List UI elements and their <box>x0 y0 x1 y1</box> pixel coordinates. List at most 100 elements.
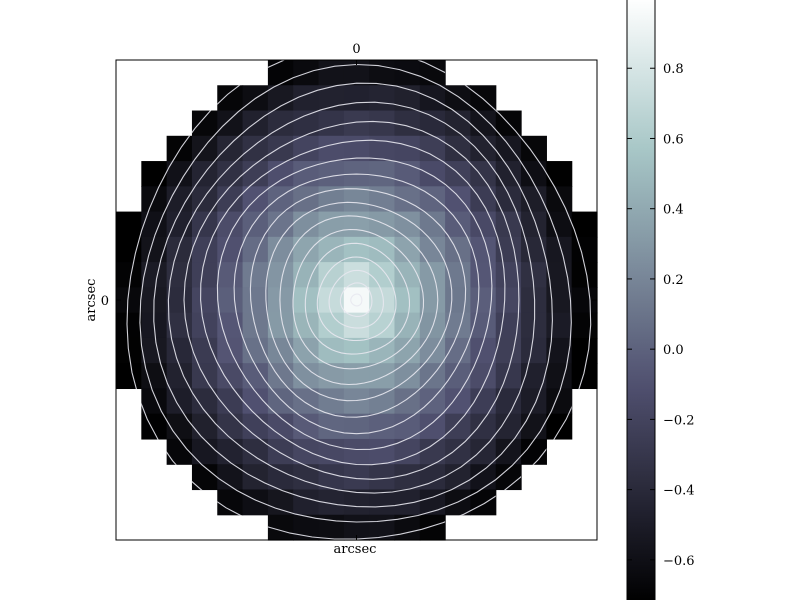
x-ticks: 0 <box>352 42 361 540</box>
contour-line <box>167 101 536 494</box>
heatmap-cell <box>191 186 218 213</box>
contour-line <box>316 256 397 342</box>
heatmap-cell <box>419 438 446 465</box>
y-ticks: 0 <box>101 294 597 309</box>
heatmap-cell <box>470 110 497 137</box>
heatmap-cell <box>369 236 396 263</box>
heatmap-cell <box>166 287 193 314</box>
heatmap-cell <box>191 413 218 440</box>
heatmap-cell <box>419 388 446 415</box>
heatmap-cell <box>546 413 573 440</box>
heatmap-cell <box>445 337 472 364</box>
heatmap-cell <box>217 186 244 213</box>
heatmap-cell <box>191 262 218 288</box>
colorbar <box>626 0 656 603</box>
heatmap-cell <box>546 161 573 187</box>
heatmap-cell <box>166 337 193 364</box>
heatmap-cell <box>394 161 421 187</box>
contour-lines <box>126 60 592 540</box>
heatmap-cell <box>571 337 598 364</box>
contour-line <box>139 63 572 523</box>
heatmap-cell <box>495 438 522 465</box>
heatmap-cell <box>166 135 193 162</box>
heatmap-cell <box>191 464 218 491</box>
heatmap-cell <box>242 438 269 465</box>
heatmap-cell <box>445 438 472 465</box>
heatmap-cell <box>242 262 269 288</box>
contour-line <box>233 173 480 435</box>
heatmap-cell <box>141 236 168 263</box>
heatmap-cell <box>293 438 320 465</box>
heatmap-cell <box>419 161 446 187</box>
heatmap-cell <box>293 337 320 364</box>
colorbar-tick-label: 0.6 <box>663 132 684 147</box>
heatmap-cell <box>166 388 193 415</box>
heatmap-cell <box>369 60 396 86</box>
heatmap-cell <box>445 363 472 390</box>
heatmap-cell <box>470 413 497 440</box>
heatmap-cell <box>293 489 320 516</box>
heatmap-cell <box>141 337 168 364</box>
heatmap-cell <box>470 186 497 213</box>
heatmap-cell <box>419 186 446 213</box>
heatmap-cell <box>521 186 547 213</box>
colorbar-tick-label: 0.8 <box>663 62 684 77</box>
heatmap-cell <box>166 262 193 288</box>
heatmap-cell <box>445 186 472 213</box>
heatmap-cell <box>217 413 244 440</box>
heatmap-cell <box>571 312 598 339</box>
heatmap-cell <box>521 211 547 238</box>
heatmap-cell <box>293 388 320 415</box>
heatmap-cell <box>394 337 421 364</box>
heatmap-cell <box>242 110 269 137</box>
heatmap-cell <box>369 413 396 440</box>
contour-line <box>350 293 363 307</box>
colorbar-tick-label: 0.0 <box>663 343 684 358</box>
heatmap-cell <box>267 135 294 162</box>
heatmap-cell <box>318 464 345 491</box>
heatmap-cell <box>419 287 446 314</box>
heatmap-cell <box>419 211 446 238</box>
heatmap-cell <box>141 186 168 213</box>
heatmap-cell <box>546 312 573 339</box>
heatmap-cell <box>369 363 396 390</box>
heatmap-cell <box>343 287 370 314</box>
heatmap-cell <box>419 135 446 162</box>
heatmap-cell <box>191 438 218 465</box>
heatmap-cell <box>546 363 573 390</box>
heatmap-cell <box>217 85 244 112</box>
heatmap-cell <box>267 60 294 86</box>
heatmap-cell <box>267 85 294 112</box>
contour-line <box>328 269 384 329</box>
heatmap-cell <box>318 413 345 440</box>
heatmap-cell <box>470 464 497 491</box>
y-axis-label: arcsec <box>84 279 99 322</box>
heatmap-cell <box>191 287 218 314</box>
colorbar-tick-label: 0.4 <box>663 203 684 218</box>
heatmap-cell <box>293 464 320 491</box>
heatmap-cell <box>343 388 370 415</box>
contour-line <box>265 201 453 402</box>
x-axis-label: arcsec <box>334 542 377 557</box>
heatmap-cell <box>343 438 370 465</box>
heatmap-cell <box>293 236 320 263</box>
heatmap-cell <box>141 388 168 415</box>
heatmap-cell <box>394 464 421 491</box>
contour-line <box>304 242 411 355</box>
heatmap-cell <box>495 388 522 415</box>
heatmap-cell <box>116 236 142 263</box>
heatmap-cell <box>394 60 421 86</box>
y-tick-label: 0 <box>101 294 109 309</box>
heatmap-cell <box>546 236 573 263</box>
heatmap-cell <box>217 262 244 288</box>
heatmap-cell <box>394 489 421 516</box>
contour-line <box>216 157 493 451</box>
heatmap-cell <box>217 135 244 162</box>
heatmap-cell <box>470 312 497 339</box>
heatmap-cell <box>217 489 244 516</box>
heatmap-cell <box>470 161 497 187</box>
heatmap-cell <box>242 236 269 263</box>
heatmap-cell <box>242 489 269 516</box>
heatmap-cell <box>242 211 269 238</box>
heatmap-cell <box>394 262 421 288</box>
